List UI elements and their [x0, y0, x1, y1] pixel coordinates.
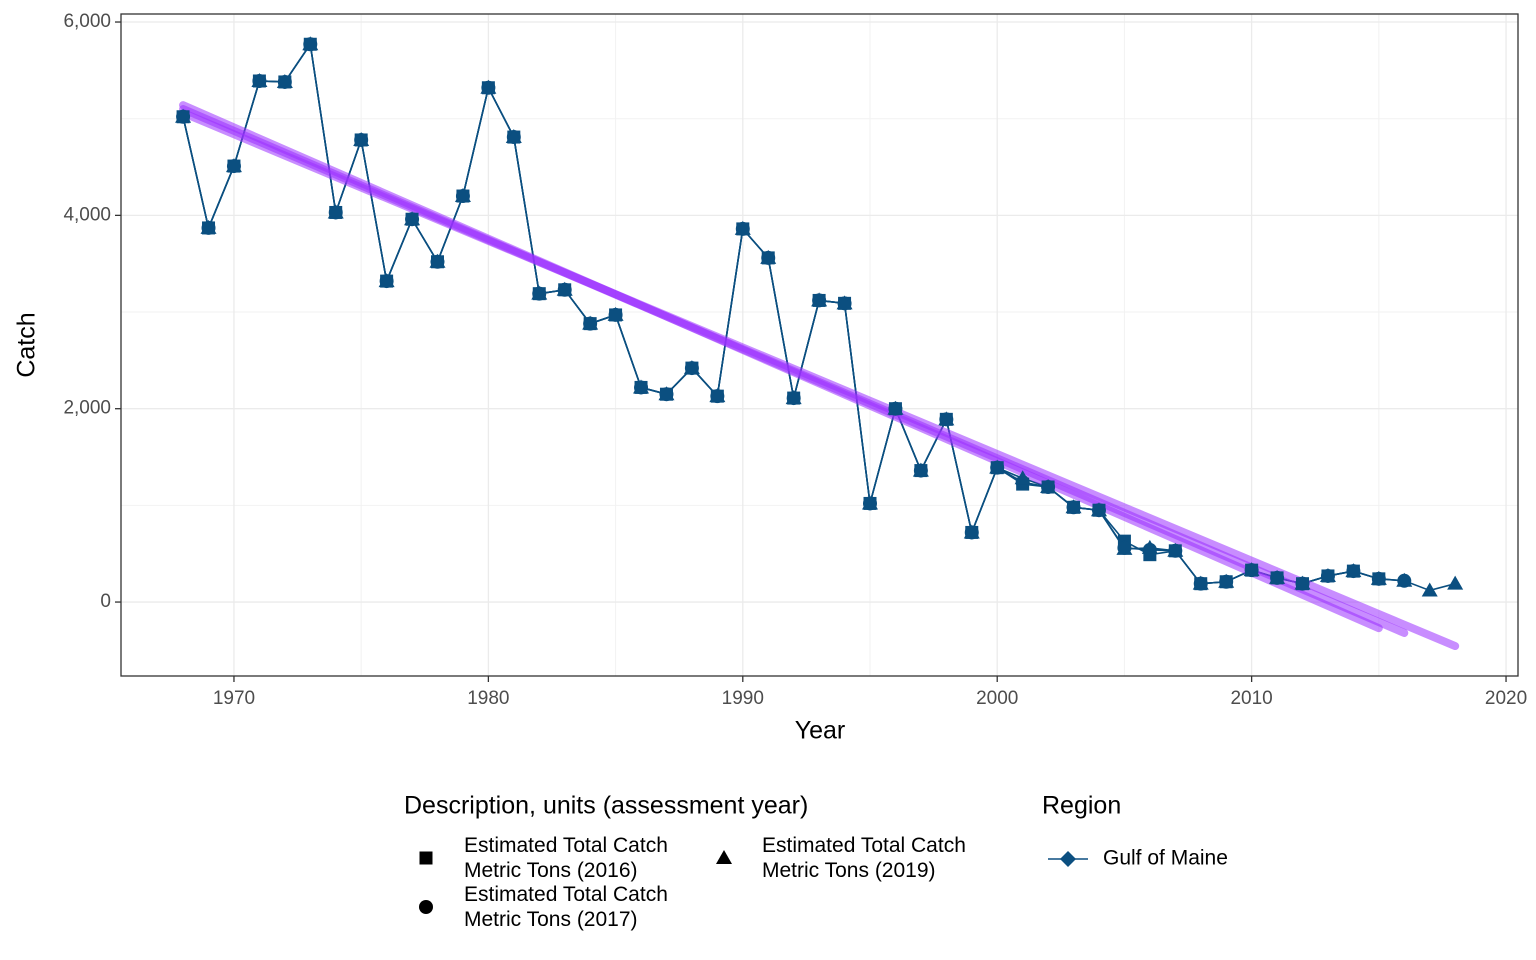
marker	[505, 129, 522, 144]
marker	[1065, 499, 1082, 514]
marker	[683, 360, 700, 375]
marker	[811, 292, 828, 307]
x-tick-label: 2020	[1485, 688, 1527, 709]
marker	[938, 411, 955, 426]
x-tick-label: 1980	[467, 688, 509, 709]
marker	[378, 273, 395, 288]
legend-label: Estimated Total Catch Metric Tons (2017)	[464, 883, 668, 931]
y-tick-label: 6,000	[63, 11, 111, 32]
marker	[1243, 562, 1260, 577]
marker	[1192, 575, 1209, 590]
marker	[887, 400, 904, 415]
legend-key-marker	[1060, 851, 1076, 867]
x-tick-label: 2010	[1230, 688, 1272, 709]
marker	[989, 459, 1006, 474]
marker	[862, 495, 879, 510]
marker	[760, 249, 777, 264]
marker	[785, 390, 802, 405]
marker	[1167, 542, 1184, 557]
marker	[836, 295, 853, 310]
x-tick-label: 1970	[213, 688, 255, 709]
series-line	[182, 42, 1456, 592]
marker	[200, 219, 217, 234]
marker	[1014, 470, 1031, 485]
x-tick-label: 2000	[976, 688, 1018, 709]
marker	[963, 524, 980, 539]
marker	[175, 108, 192, 123]
grid	[121, 14, 1518, 676]
marker	[1370, 570, 1387, 585]
marker	[1345, 563, 1362, 578]
marker	[1396, 572, 1413, 587]
trend-line	[179, 108, 1460, 651]
marker	[556, 281, 573, 296]
marker	[1090, 502, 1107, 517]
plot-border	[120, 13, 1519, 677]
marker	[1294, 575, 1311, 590]
y-tick-label: 0	[100, 591, 111, 612]
marker	[404, 211, 421, 226]
series-line	[182, 42, 1405, 585]
marker	[251, 72, 268, 87]
marker	[454, 188, 471, 203]
marker	[734, 220, 751, 235]
marker	[302, 36, 319, 51]
marker	[1141, 539, 1158, 554]
marker	[1319, 567, 1336, 582]
y-tick-label: 2,000	[63, 398, 111, 419]
marker	[709, 388, 726, 403]
marker	[353, 131, 370, 146]
marker	[327, 204, 344, 219]
marker	[531, 285, 548, 300]
marker	[1218, 573, 1235, 588]
x-tick-label: 1990	[722, 688, 764, 709]
legend-label: Estimated Total Catch Metric Tons (2016)	[464, 834, 668, 882]
marker	[429, 253, 446, 268]
legend-title: Description, units (assessment year)	[404, 792, 808, 820]
series-line	[182, 42, 1380, 585]
marker	[225, 158, 242, 173]
marker	[480, 79, 497, 94]
legend-label: Estimated Total Catch Metric Tons (2019)	[762, 834, 966, 882]
marker	[419, 851, 433, 865]
y-axis-title: Catch	[13, 312, 41, 377]
marker	[1447, 575, 1464, 590]
marker	[1116, 540, 1133, 555]
marker	[276, 73, 293, 88]
marker	[1269, 569, 1286, 584]
marker	[716, 850, 732, 864]
marker	[607, 306, 624, 321]
marker	[633, 379, 650, 394]
y-tick-label: 4,000	[63, 204, 111, 225]
marker	[1040, 479, 1057, 494]
x-axis-title: Year	[795, 717, 846, 745]
marker	[658, 386, 675, 401]
legend-label: Gulf of Maine	[1103, 847, 1228, 870]
marker	[1421, 582, 1438, 597]
marker	[912, 462, 929, 477]
marker	[582, 315, 599, 330]
legend-title: Region	[1042, 792, 1121, 820]
marker	[419, 900, 433, 914]
